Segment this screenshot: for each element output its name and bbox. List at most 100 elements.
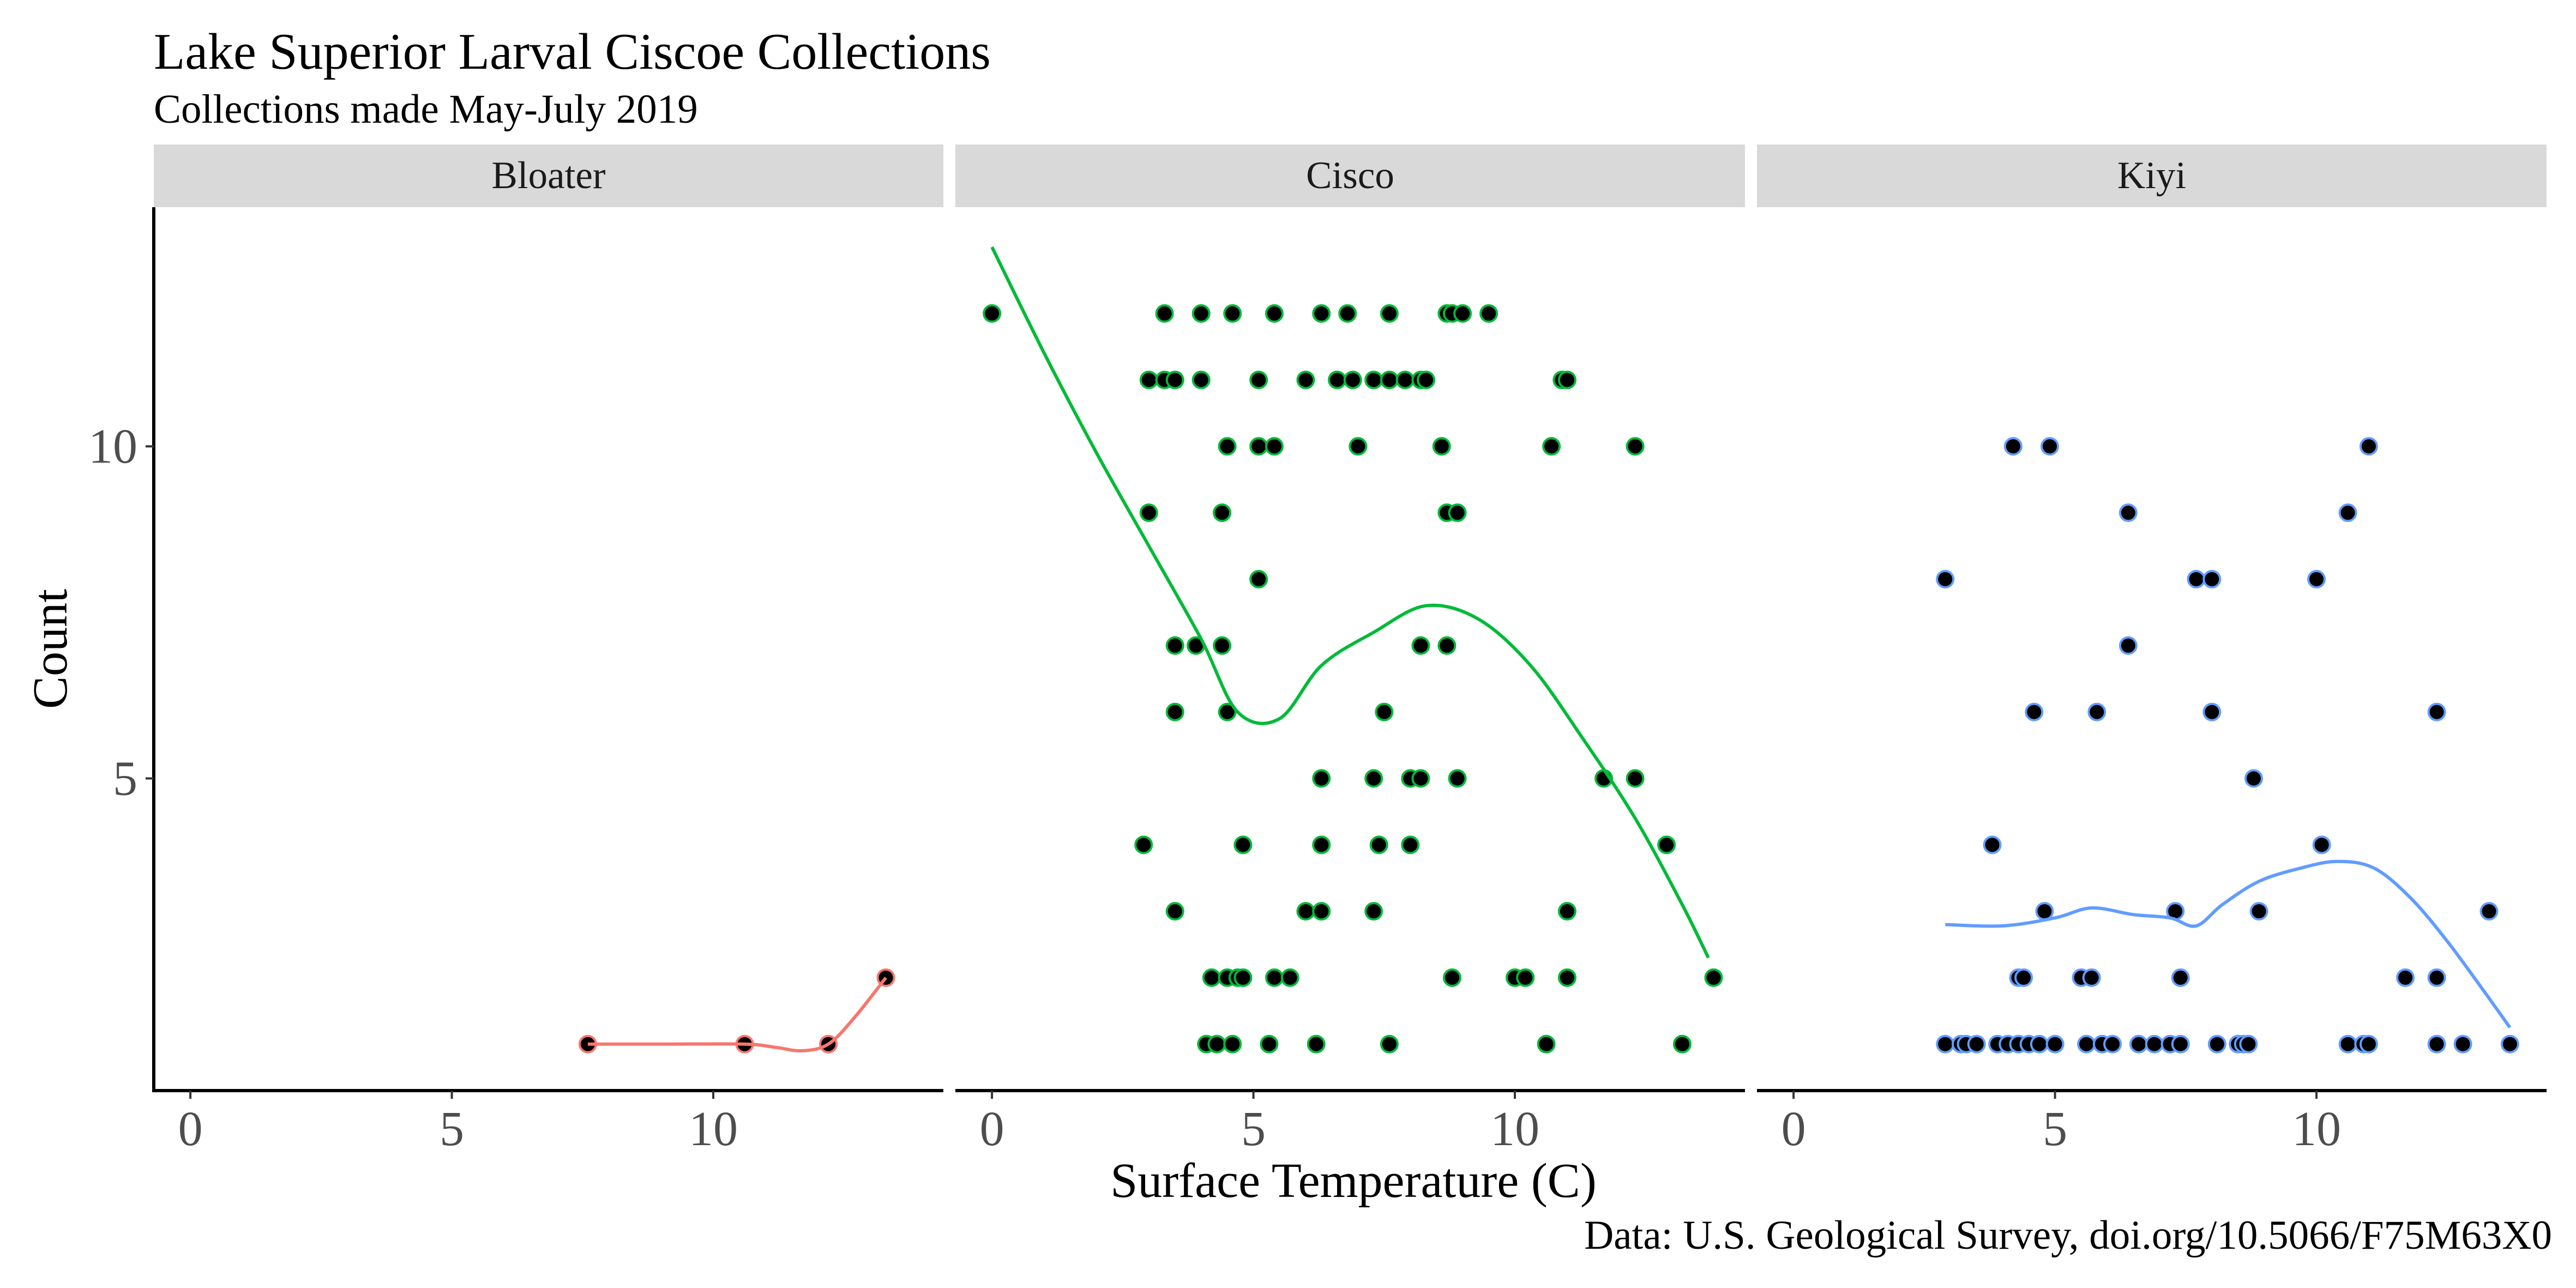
data-point-cisco	[1364, 370, 1383, 389]
data-point-kiyi	[2077, 1034, 2096, 1054]
data-point-kiyi	[2103, 1034, 2122, 1054]
data-point-cisco	[1139, 503, 1158, 522]
data-point-cisco	[1380, 370, 1399, 389]
x-tick-label-cisco: 0	[980, 1102, 1004, 1156]
data-point-cisco	[1249, 570, 1268, 589]
data-point-cisco	[1557, 968, 1576, 987]
data-point-cisco	[1165, 636, 1184, 655]
data-point-cisco	[1343, 370, 1362, 389]
data-point-kiyi	[2312, 835, 2331, 854]
strip-label-cisco: Cisco	[1306, 154, 1394, 197]
data-point-kiyi	[2338, 503, 2357, 522]
strip-kiyi	[1757, 145, 2547, 207]
data-point-kiyi	[2307, 570, 2326, 589]
data-point-cisco	[1139, 370, 1158, 389]
data-point-cisco	[1338, 304, 1357, 323]
data-point-cisco	[1312, 769, 1331, 788]
data-point-cisco	[1448, 769, 1467, 788]
data-point-kiyi	[2003, 437, 2023, 456]
data-point-cisco	[1307, 1034, 1326, 1054]
data-point-cisco	[1191, 304, 1211, 323]
data-point-cisco	[1380, 1034, 1399, 1054]
data-point-kiyi	[1967, 1034, 1986, 1054]
data-point-cisco	[1369, 835, 1388, 854]
y-axis: 5 10	[88, 207, 155, 1092]
data-point-cisco	[1296, 902, 1315, 921]
chart-caption: Data: U.S. Geological Survey, doi.org/10…	[1584, 1213, 2552, 1258]
data-point-cisco	[1233, 835, 1253, 854]
data-point-cisco	[1557, 370, 1576, 389]
data-point-cisco	[1213, 503, 1232, 522]
data-point-kiyi	[2396, 968, 2415, 987]
x-tick-label-kiyi: 0	[1781, 1102, 1806, 1156]
x-tick-label-kiyi: 5	[2043, 1102, 2067, 1156]
data-point-kiyi	[1983, 835, 2002, 854]
data-point-cisco	[1213, 636, 1232, 655]
data-point-kiyi	[2239, 1034, 2258, 1054]
data-point-cisco	[1296, 370, 1315, 389]
data-point-cisco	[1223, 304, 1242, 323]
data-point-kiyi	[2249, 902, 2268, 921]
data-point-kiyi	[2427, 702, 2446, 721]
data-point-cisco	[1479, 304, 1498, 323]
data-point-cisco	[1704, 968, 1723, 987]
data-point-kiyi	[2427, 968, 2446, 987]
chart-subtitle: Collections made May-July 2019	[154, 87, 698, 132]
smooth-line-kiyi	[1945, 859, 2512, 1029]
data-point-cisco	[1312, 304, 1331, 323]
data-point-kiyi	[2359, 1034, 2378, 1054]
data-point-kiyi	[2427, 1034, 2446, 1054]
x-tick-label-cisco: 10	[1490, 1102, 1539, 1156]
x-tick-label-kiyi: 10	[2292, 1102, 2341, 1156]
data-point-cisco	[1626, 437, 1645, 456]
data-point-cisco	[1207, 1034, 1226, 1054]
x-tick-label-bloater: 10	[689, 1102, 738, 1156]
data-point-kiyi	[2045, 1034, 2065, 1054]
data-point-cisco	[1218, 702, 1237, 721]
facet-kiyi: Kiyi 0 5 10	[1757, 145, 2547, 1156]
data-point-kiyi	[2030, 1034, 2049, 1054]
data-point-kiyi	[2479, 902, 2499, 921]
data-point-cisco	[1626, 769, 1645, 788]
strip-label-kiyi: Kiyi	[2117, 154, 2186, 197]
data-point-cisco	[1165, 702, 1184, 721]
smooth-line-bloater	[587, 977, 887, 1053]
data-point-kiyi	[1936, 570, 1955, 589]
data-point-cisco	[1437, 636, 1456, 655]
data-point-kiyi	[2082, 968, 2101, 987]
y-axis-title: Count	[23, 589, 77, 709]
data-point-cisco	[1134, 835, 1153, 854]
data-point-cisco	[1672, 1034, 1692, 1054]
data-point-kiyi	[2171, 968, 2190, 987]
data-point-kiyi	[2500, 1034, 2519, 1054]
data-point-cisco	[1542, 437, 1561, 456]
strip-label-bloater: Bloater	[492, 154, 606, 197]
data-point-kiyi	[2359, 437, 2378, 456]
data-point-cisco	[1312, 835, 1331, 854]
strip-cisco	[955, 145, 1745, 207]
data-point-cisco	[1453, 304, 1472, 323]
data-point-cisco	[1312, 902, 1331, 921]
smooth-line-cisco	[990, 246, 1710, 959]
data-point-kiyi	[2171, 1034, 2190, 1054]
data-point-cisco	[1401, 835, 1420, 854]
x-tick-label-bloater: 5	[440, 1102, 464, 1156]
x-axis-title: Surface Temperature (C)	[1110, 1154, 1597, 1208]
data-point-kiyi	[2338, 1034, 2357, 1054]
data-point-cisco	[1417, 370, 1436, 389]
data-point-cisco	[1328, 370, 1347, 389]
strip-bloater	[154, 145, 943, 207]
data-point-cisco	[1442, 968, 1461, 987]
data-point-kiyi	[2118, 636, 2138, 655]
data-point-cisco	[1516, 968, 1535, 987]
data-point-cisco	[1249, 370, 1268, 389]
data-point-cisco	[1249, 437, 1268, 456]
data-point-kiyi	[2041, 437, 2060, 456]
data-point-kiyi	[2014, 968, 2033, 987]
data-point-kiyi	[2244, 769, 2263, 788]
y-tick-label: 10	[88, 419, 137, 473]
data-point-cisco	[1233, 968, 1253, 987]
facet-bloater: Bloater 0 5 10	[154, 145, 943, 1156]
data-point-kiyi	[2202, 570, 2222, 589]
data-point-kiyi	[2202, 702, 2222, 721]
